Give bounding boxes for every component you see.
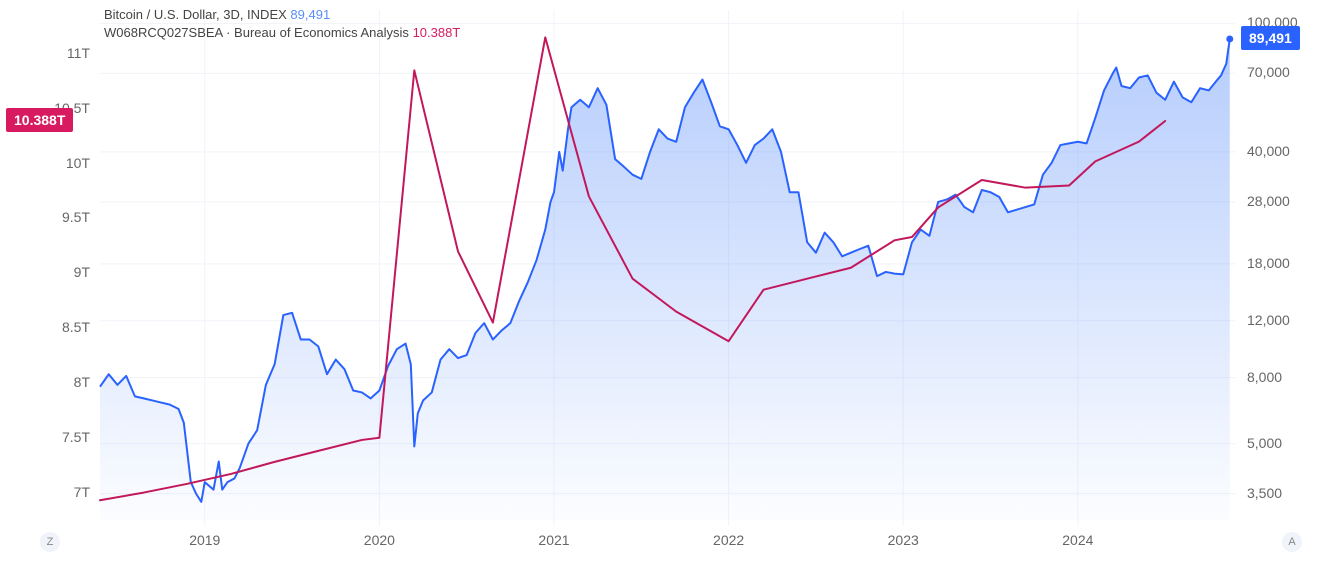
left-axis-tick-label: 7.5T — [30, 429, 90, 445]
left-axis-tick-label: 8T — [30, 374, 90, 390]
right-axis-tick-label: 5,000 — [1247, 435, 1282, 451]
left-axis-tick-label: 11T — [30, 45, 90, 61]
legend-econ-value: 10.388T — [413, 25, 461, 40]
left-axis-price-badge-text: 10.388T — [14, 112, 65, 128]
chart-svg[interactable] — [0, 0, 1322, 585]
legend-row-btc[interactable]: Bitcoin / U.S. Dollar, 3D, INDEX 89,491 — [104, 6, 460, 24]
right-axis-tick-label: 70,000 — [1247, 64, 1290, 80]
chart-root: Bitcoin / U.S. Dollar, 3D, INDEX 89,491 … — [0, 0, 1322, 585]
right-axis-tick-label: 12,000 — [1247, 312, 1290, 328]
x-axis-tick-label: 2023 — [888, 532, 919, 548]
legend-row-econ[interactable]: W068RCQ027SBEA · Bureau of Economics Ana… — [104, 24, 460, 42]
left-axis-tick-label: 10T — [30, 155, 90, 171]
x-axis-tick-label: 2020 — [364, 532, 395, 548]
left-axis-tick-label: 8.5T — [30, 319, 90, 335]
corner-a-label: A — [1288, 536, 1295, 548]
legend-btc-title: Bitcoin / U.S. Dollar, 3D, INDEX — [104, 7, 287, 22]
corner-z-label: Z — [47, 536, 54, 548]
x-axis-tick-label: 2019 — [189, 532, 220, 548]
left-axis-tick-label: 7T — [30, 484, 90, 500]
zoom-reset-button[interactable]: Z — [40, 532, 60, 552]
right-axis-tick-label: 28,000 — [1247, 193, 1290, 209]
left-axis-tick-label: 9.5T — [30, 209, 90, 225]
legend: Bitcoin / U.S. Dollar, 3D, INDEX 89,491 … — [104, 6, 460, 42]
x-axis-tick-label: 2021 — [538, 532, 569, 548]
left-axis-tick-label: 9T — [30, 264, 90, 280]
right-axis-price-badge: 89,491 — [1241, 26, 1300, 50]
legend-btc-value: 89,491 — [290, 7, 330, 22]
right-axis-tick-label: 18,000 — [1247, 255, 1290, 271]
legend-econ-title: W068RCQ027SBEA · Bureau of Economics Ana… — [104, 25, 409, 40]
x-axis-tick-label: 2022 — [713, 532, 744, 548]
auto-scale-button[interactable]: A — [1282, 532, 1302, 552]
x-axis-tick-label: 2024 — [1062, 532, 1093, 548]
right-axis-tick-label: 8,000 — [1247, 369, 1282, 385]
right-axis-tick-label: 3,500 — [1247, 485, 1282, 501]
right-axis-price-badge-text: 89,491 — [1249, 30, 1292, 46]
left-axis-price-badge: 10.388T — [6, 108, 73, 132]
right-axis-tick-label: 40,000 — [1247, 143, 1290, 159]
